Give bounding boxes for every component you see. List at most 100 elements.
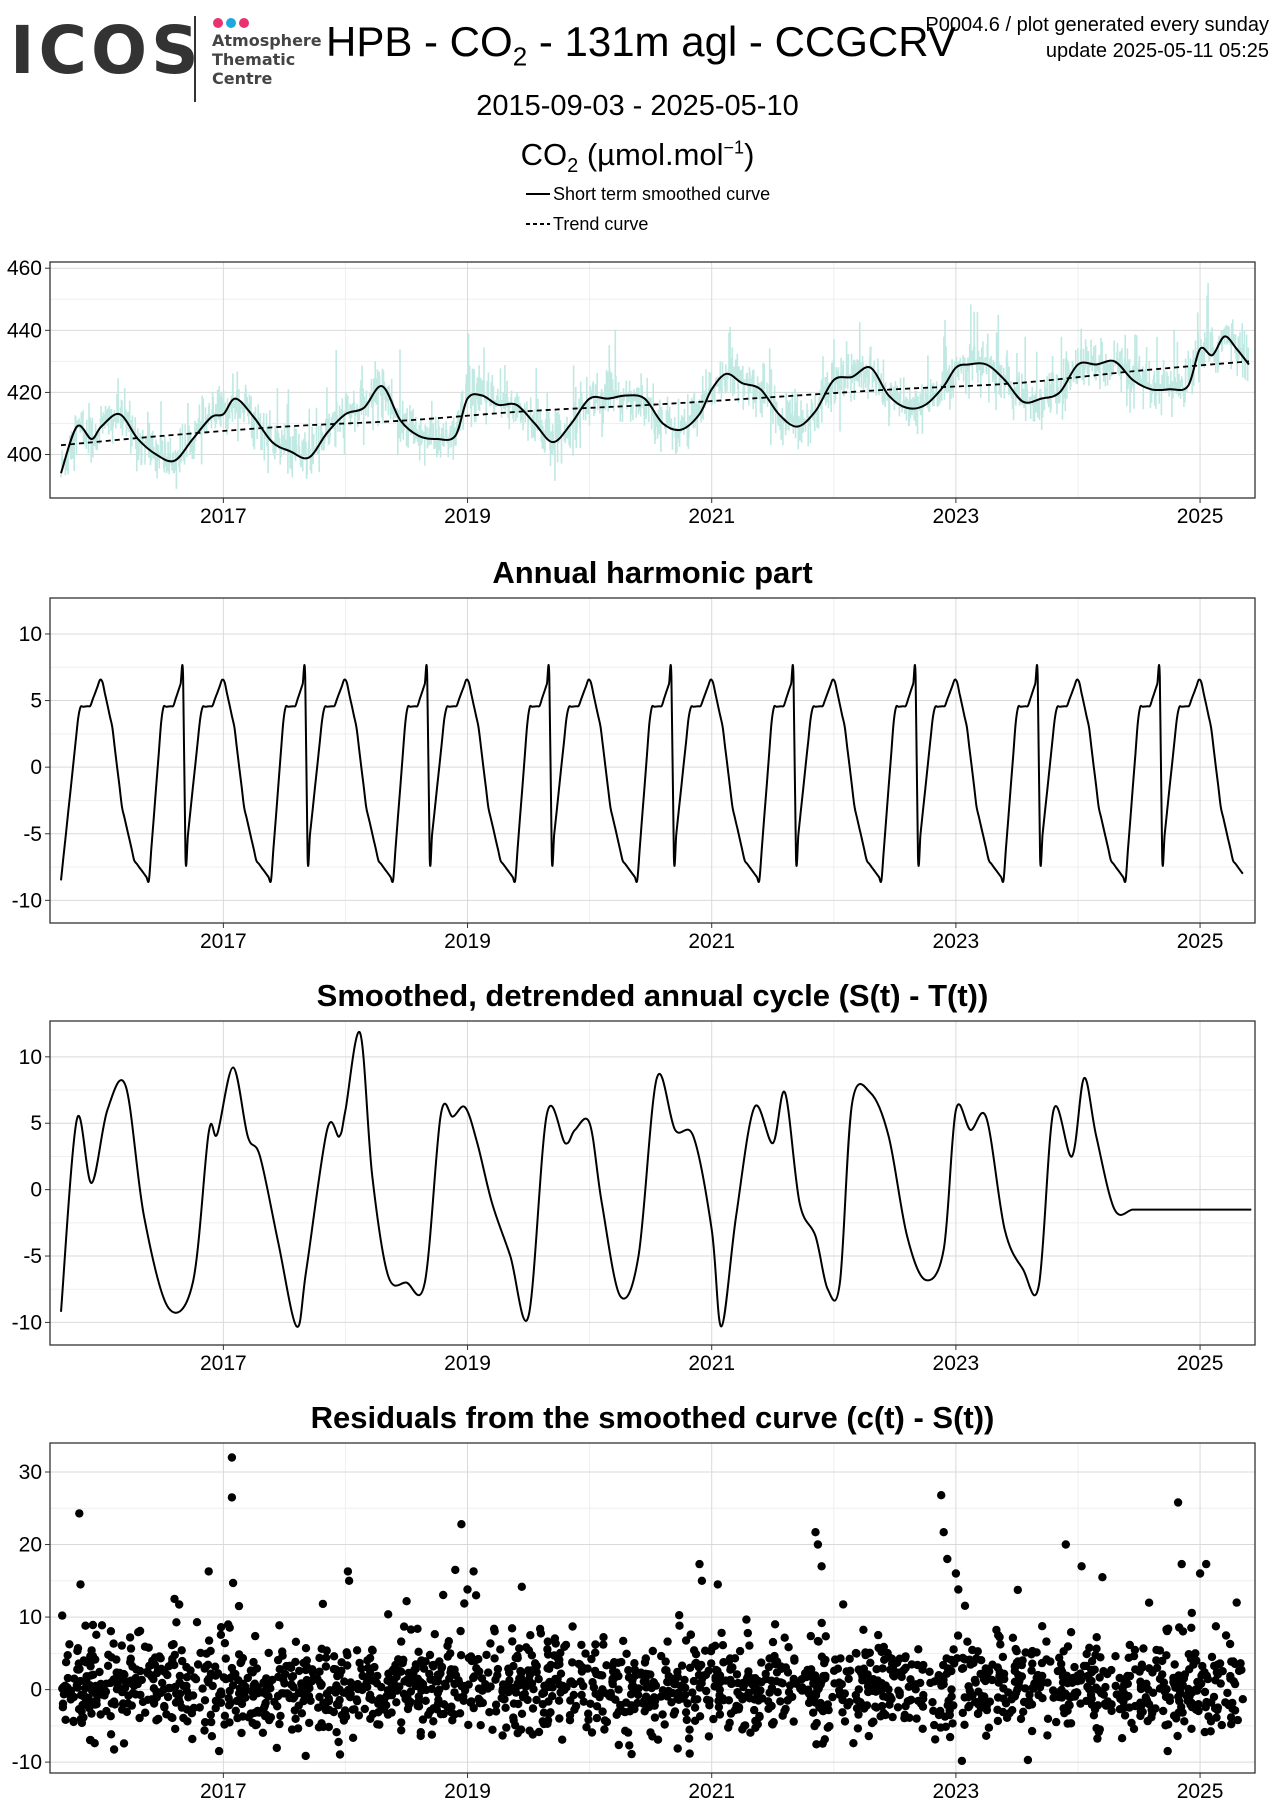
residual-point bbox=[821, 1632, 830, 1641]
residual-point bbox=[490, 1654, 499, 1663]
residual-point bbox=[702, 1686, 711, 1696]
smoothed-curve bbox=[60, 335, 1250, 474]
panel-title: Smoothed, detrended annual cycle (S(t) -… bbox=[317, 978, 989, 1013]
residual-point bbox=[780, 1706, 789, 1716]
residual-point bbox=[439, 1700, 449, 1709]
residual-point bbox=[1159, 1678, 1169, 1687]
residual-point bbox=[820, 1735, 829, 1744]
residual-point bbox=[403, 1676, 412, 1685]
residual-point bbox=[149, 1675, 158, 1684]
residual-point bbox=[65, 1640, 74, 1649]
residual-point bbox=[100, 1691, 109, 1700]
residual-point bbox=[1194, 1681, 1204, 1691]
residual-point bbox=[360, 1704, 369, 1714]
x-tick-label: 2019 bbox=[444, 1780, 491, 1800]
y-axis-label: CO2 (µmol.mol−1) bbox=[0, 137, 1275, 178]
residual-point bbox=[663, 1637, 672, 1646]
residual-point bbox=[966, 1660, 975, 1669]
residual-point bbox=[982, 1698, 991, 1708]
plot-title: HPB - CO2 - 131m agl - CCGCRV bbox=[326, 18, 956, 72]
residual-point bbox=[1064, 1700, 1073, 1709]
residual-point bbox=[515, 1644, 524, 1653]
logo-separator bbox=[194, 16, 196, 102]
residual-point bbox=[993, 1663, 1002, 1672]
residual-point bbox=[650, 1713, 660, 1722]
residual-point bbox=[200, 1726, 209, 1735]
residual-point bbox=[367, 1645, 377, 1655]
residual-point bbox=[78, 1700, 87, 1710]
residual-point bbox=[945, 1732, 955, 1742]
residual-point bbox=[622, 1649, 631, 1659]
residual-point bbox=[158, 1678, 167, 1688]
residual-point bbox=[224, 1701, 234, 1710]
residual-point bbox=[275, 1621, 284, 1630]
residual-point bbox=[679, 1694, 688, 1703]
residual-point bbox=[682, 1715, 691, 1725]
ylabel-subscript: 2 bbox=[567, 155, 579, 178]
y-tick-label: -5 bbox=[23, 1245, 42, 1268]
residual-point bbox=[440, 1679, 450, 1688]
residual-outlier-point bbox=[204, 1567, 213, 1576]
residual-point bbox=[928, 1698, 937, 1707]
residual-point bbox=[322, 1646, 331, 1655]
residual-point bbox=[215, 1690, 224, 1700]
residual-point bbox=[999, 1694, 1008, 1703]
residual-point bbox=[85, 1704, 94, 1713]
residual-outlier-point bbox=[343, 1567, 353, 1576]
residual-point bbox=[399, 1622, 409, 1631]
residual-point bbox=[1162, 1626, 1172, 1636]
x-tick-label: 2025 bbox=[1177, 930, 1224, 953]
ylabel-part: ) bbox=[744, 137, 755, 172]
residual-point bbox=[411, 1660, 421, 1669]
residual-point bbox=[673, 1744, 682, 1753]
residual-point bbox=[905, 1696, 915, 1705]
residual-point bbox=[464, 1720, 473, 1730]
residual-point bbox=[648, 1646, 657, 1656]
residual-point bbox=[1145, 1664, 1154, 1673]
residual-point bbox=[1097, 1688, 1106, 1698]
residual-point bbox=[346, 1689, 355, 1699]
y-tick-label: 0 bbox=[30, 756, 42, 779]
panel-border bbox=[49, 1020, 1256, 1346]
residual-point bbox=[298, 1682, 307, 1692]
residual-point bbox=[757, 1658, 766, 1667]
residual-point bbox=[417, 1686, 426, 1695]
residual-point bbox=[1120, 1680, 1129, 1690]
residual-point bbox=[92, 1700, 101, 1709]
residual-point bbox=[275, 1719, 284, 1729]
residual-point bbox=[419, 1658, 428, 1667]
y-tick-label: -10 bbox=[12, 1751, 42, 1774]
residual-point bbox=[406, 1625, 416, 1634]
residual-point bbox=[770, 1620, 780, 1629]
version-info: P0004.6 / plot generated every sunday up… bbox=[925, 12, 1269, 64]
residual-point bbox=[650, 1701, 659, 1710]
residual-point bbox=[268, 1675, 277, 1685]
residual-outlier-point bbox=[76, 1580, 85, 1589]
residual-point bbox=[1063, 1676, 1072, 1685]
residual-point bbox=[754, 1676, 763, 1686]
residual-point bbox=[287, 1680, 296, 1689]
residual-point bbox=[947, 1692, 956, 1701]
residual-point bbox=[200, 1696, 210, 1705]
residual-point bbox=[314, 1703, 323, 1712]
residual-point bbox=[717, 1628, 726, 1638]
y-tick-label: 10 bbox=[19, 1606, 42, 1629]
residual-point bbox=[276, 1711, 285, 1721]
residual-point bbox=[1019, 1707, 1028, 1717]
residual-point bbox=[675, 1611, 684, 1620]
residual-point bbox=[429, 1717, 438, 1726]
residual-point bbox=[416, 1728, 425, 1737]
raw-data-trace bbox=[60, 283, 1250, 489]
residual-point bbox=[1144, 1598, 1154, 1607]
detrended-cycle-curve bbox=[60, 1030, 1252, 1328]
residual-point bbox=[204, 1636, 214, 1645]
y-tick-label: 20 bbox=[19, 1534, 42, 1557]
residual-outlier-point bbox=[451, 1565, 460, 1575]
y-tick-label: 0 bbox=[30, 1179, 42, 1202]
residual-point bbox=[684, 1734, 694, 1743]
residual-point bbox=[1043, 1714, 1053, 1724]
residual-point bbox=[231, 1706, 240, 1716]
residual-point bbox=[182, 1662, 191, 1672]
residual-point bbox=[1227, 1720, 1236, 1729]
residual-point bbox=[743, 1628, 752, 1638]
